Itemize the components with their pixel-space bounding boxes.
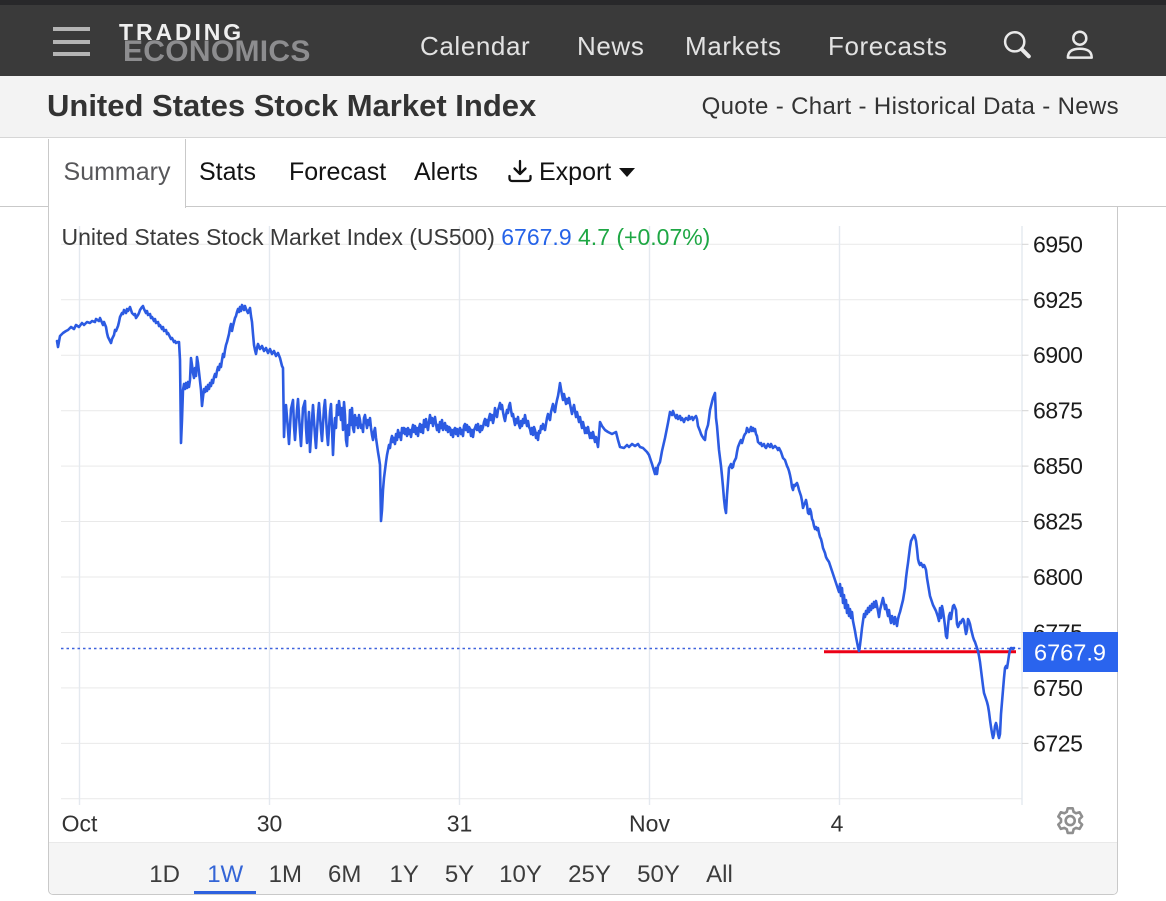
svg-text:30: 30 bbox=[257, 811, 283, 837]
svg-text:6850: 6850 bbox=[1033, 453, 1083, 479]
svg-text:Nov: Nov bbox=[629, 811, 670, 837]
svg-text:31: 31 bbox=[447, 811, 473, 837]
svg-text:6825: 6825 bbox=[1033, 509, 1083, 535]
svg-text:6925: 6925 bbox=[1033, 287, 1083, 313]
svg-text:United States Stock Market Ind: United States Stock Market Index (US500)… bbox=[62, 224, 711, 250]
svg-text:6800: 6800 bbox=[1033, 564, 1083, 590]
svg-text:6875: 6875 bbox=[1033, 398, 1083, 424]
svg-text:6950: 6950 bbox=[1033, 231, 1083, 257]
svg-text:4: 4 bbox=[831, 811, 844, 837]
svg-text:Oct: Oct bbox=[62, 811, 98, 837]
svg-text:6750: 6750 bbox=[1033, 675, 1083, 701]
svg-text:6725: 6725 bbox=[1033, 730, 1083, 756]
svg-text:6900: 6900 bbox=[1033, 342, 1083, 368]
svg-text:6767.9: 6767.9 bbox=[1034, 640, 1106, 666]
